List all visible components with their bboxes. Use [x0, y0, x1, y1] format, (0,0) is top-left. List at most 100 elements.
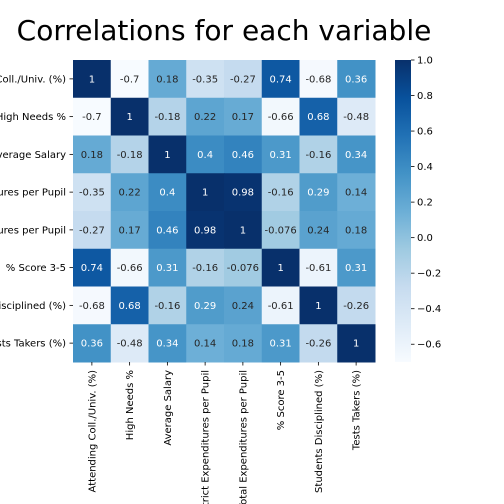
cell-value-label: 1	[353, 339, 359, 350]
cell-value-label: 1	[240, 225, 246, 236]
cell-value-label: 0.22	[118, 188, 140, 199]
cell-value-label: -0.16	[268, 188, 294, 199]
heatmap-cell	[186, 248, 225, 287]
colorbar-tick-label: 0.4	[417, 162, 433, 173]
y-tick-label: ures per Pupil	[0, 225, 66, 236]
cell-value-label: 0.31	[269, 150, 291, 161]
cell-value-label: 0.34	[345, 150, 367, 161]
heatmap-cell	[186, 286, 225, 325]
chart-title: Correlations for each variable	[17, 14, 432, 47]
heatmap-cell	[299, 286, 338, 325]
cell-value-label: 0.4	[197, 150, 213, 161]
cell-value-label: 0.18	[156, 74, 178, 85]
colorbar-tick-label: 0.8	[417, 91, 433, 102]
cell-value-label: 0.34	[156, 339, 178, 350]
cell-value-label: 0.74	[81, 263, 103, 274]
cell-value-label: 1	[89, 74, 95, 85]
cell-value-label: 1	[126, 112, 132, 123]
cell-value-label: -0.18	[117, 150, 143, 161]
cell-value-label: 0.29	[307, 188, 329, 199]
heatmap-cell	[299, 97, 338, 136]
x-tick-label: Average Salary	[163, 370, 174, 446]
cell-value-label: 0.18	[232, 339, 254, 350]
colorbar	[395, 60, 411, 362]
cell-value-label: 0.17	[118, 225, 140, 236]
heatmap-cell	[73, 286, 112, 325]
cell-value-label: 0.18	[81, 150, 103, 161]
heatmap-cell	[337, 60, 376, 99]
heatmap-cell	[299, 248, 338, 287]
colorbar-tick-label: 1.0	[417, 56, 433, 67]
colorbar-tick-label: −0.2	[417, 269, 441, 280]
cell-value-label: 0.98	[232, 188, 254, 199]
heatmap-cell	[337, 211, 376, 250]
heatmap-cell	[337, 135, 376, 174]
heatmap-cell	[73, 211, 112, 250]
heatmap-cell	[337, 324, 376, 363]
cell-value-label: -0.61	[268, 301, 294, 312]
x-tick-label: Students Disciplined (%)	[314, 370, 325, 493]
cell-value-label: -0.48	[343, 112, 369, 123]
heatmap-cell	[261, 60, 300, 99]
heatmap-cell	[261, 248, 300, 287]
y-tick-labels: Coll./Univ. (%) High Needs % Average Salar…	[0, 74, 73, 350]
heatmap-cell	[73, 248, 112, 287]
cell-value-label: 0.68	[118, 301, 140, 312]
cell-value-label: -0.68	[305, 74, 331, 85]
heatmap-cell	[148, 173, 187, 212]
heatmap-cell	[337, 173, 376, 212]
cell-value-label: -0.35	[192, 74, 218, 85]
heatmap-cell	[148, 135, 187, 174]
heatmap-cell	[186, 211, 225, 250]
cell-value-label: 1	[202, 188, 208, 199]
cell-value-label: 0.31	[269, 339, 291, 350]
cell-value-label: 0.17	[232, 112, 254, 123]
heatmap-cell	[261, 324, 300, 363]
y-tick-label: sts Takers (%)	[0, 339, 66, 350]
y-tick-label: Disciplined (%)	[0, 301, 66, 312]
cell-value-label: -0.35	[79, 188, 105, 199]
heatmap-cell	[110, 97, 149, 136]
cell-value-label: -0.16	[305, 150, 331, 161]
colorbar-tick-label: −0.4	[417, 304, 441, 315]
heatmap-cell	[224, 173, 263, 212]
y-tick-label: % Score 3-5	[6, 263, 66, 274]
cell-value-label: -0.26	[305, 339, 331, 350]
heatmap-cell	[299, 135, 338, 174]
cell-value-label: 0.18	[345, 225, 367, 236]
heatmap-cell	[186, 324, 225, 363]
y-tick-label: ures per Pupil	[0, 188, 66, 199]
cell-value-label: 0.24	[232, 301, 254, 312]
x-tick-label: Total Expenditures per Pupil	[238, 370, 249, 504]
heatmap-cell	[337, 97, 376, 136]
heatmap-cell	[148, 60, 187, 99]
heatmap-cell	[73, 60, 112, 99]
cell-value-label: 1	[315, 301, 321, 312]
cell-value-label: 0.36	[81, 339, 103, 350]
heatmap-cell	[261, 173, 300, 212]
heatmap-cell	[337, 286, 376, 325]
cell-value-label: -0.48	[117, 339, 143, 350]
heatmap-cell	[224, 97, 263, 136]
colorbar-tick-label: −0.6	[417, 340, 441, 351]
cell-value-label: 0.14	[345, 188, 367, 199]
cell-value-label: -0.61	[305, 263, 331, 274]
heatmap-cell	[148, 324, 187, 363]
heatmap-cell	[73, 135, 112, 174]
cell-value-label: 0.36	[345, 74, 367, 85]
heatmap-cell	[186, 97, 225, 136]
heatmap-cell	[110, 211, 149, 250]
heatmap-cell	[73, 173, 112, 212]
cell-value-label: -0.26	[343, 301, 369, 312]
heatmap-cell	[148, 211, 187, 250]
heatmap-cell	[224, 60, 263, 99]
x-tick-label: District Expenditures per Pupil	[201, 370, 212, 504]
heatmap-cell	[186, 60, 225, 99]
colorbar-ticks: 1.0 0.8 0.6 0.4 0.2 0.0 −0.2 −0.4 −0.6	[411, 56, 441, 351]
cell-value-label: -0.16	[192, 263, 218, 274]
cell-value-label: -0.27	[79, 225, 105, 236]
cell-value-label: 0.14	[194, 339, 216, 350]
heatmap-cell	[299, 211, 338, 250]
